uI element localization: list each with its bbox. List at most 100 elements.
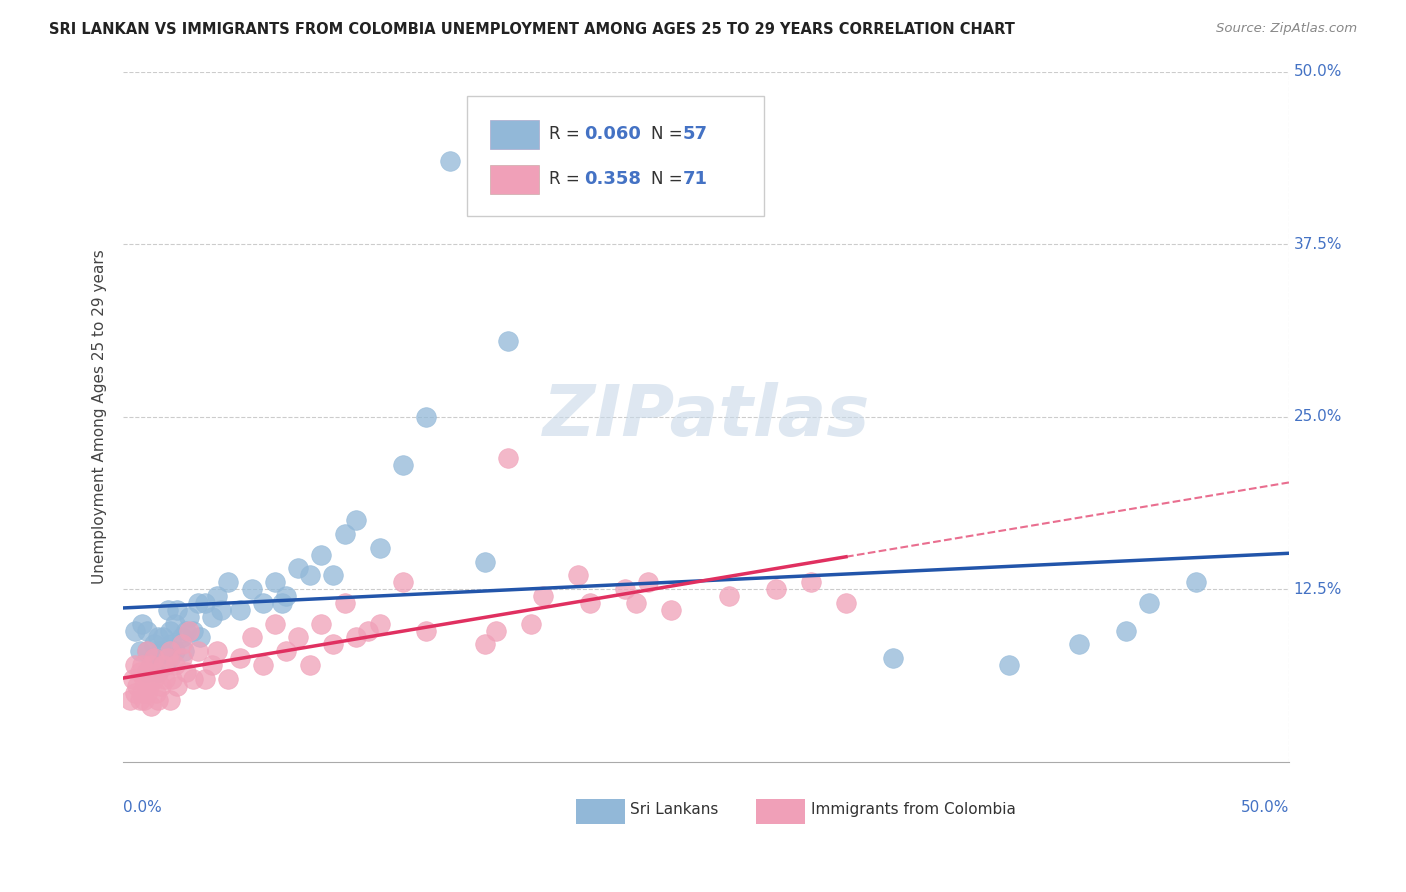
Point bbox=[170, 631, 193, 645]
Point bbox=[131, 616, 153, 631]
Point bbox=[142, 637, 165, 651]
Text: ZIPatlas: ZIPatlas bbox=[543, 382, 870, 451]
Text: 71: 71 bbox=[683, 169, 707, 187]
Point bbox=[217, 575, 239, 590]
Point bbox=[229, 603, 252, 617]
Point bbox=[439, 154, 461, 169]
Text: R =: R = bbox=[548, 169, 585, 187]
Point bbox=[531, 589, 554, 603]
Point bbox=[205, 644, 228, 658]
Point bbox=[659, 603, 682, 617]
FancyBboxPatch shape bbox=[491, 165, 540, 194]
Point bbox=[187, 644, 209, 658]
Point bbox=[128, 665, 150, 679]
Point bbox=[134, 692, 156, 706]
Point bbox=[135, 665, 157, 679]
Point bbox=[392, 575, 415, 590]
Point bbox=[155, 672, 177, 686]
FancyBboxPatch shape bbox=[467, 95, 765, 217]
Point bbox=[142, 672, 165, 686]
Point bbox=[135, 665, 157, 679]
Point bbox=[765, 582, 787, 596]
Point bbox=[124, 658, 146, 673]
Point bbox=[201, 658, 224, 673]
Point bbox=[170, 637, 193, 651]
Point bbox=[155, 658, 177, 673]
Point bbox=[177, 624, 200, 638]
Point bbox=[217, 672, 239, 686]
Point bbox=[333, 596, 356, 610]
Point bbox=[333, 527, 356, 541]
Point bbox=[159, 624, 181, 638]
Point bbox=[156, 651, 179, 665]
Point bbox=[128, 692, 150, 706]
Point bbox=[1069, 637, 1091, 651]
Text: SRI LANKAN VS IMMIGRANTS FROM COLOMBIA UNEMPLOYMENT AMONG AGES 25 TO 29 YEARS CO: SRI LANKAN VS IMMIGRANTS FROM COLOMBIA U… bbox=[49, 22, 1015, 37]
Point bbox=[311, 616, 333, 631]
Text: 0.0%: 0.0% bbox=[124, 800, 162, 815]
Text: 25.0%: 25.0% bbox=[1294, 409, 1341, 424]
Text: 57: 57 bbox=[683, 125, 707, 143]
Point bbox=[127, 679, 149, 693]
Point bbox=[121, 672, 143, 686]
Point bbox=[145, 651, 167, 665]
Text: 0.358: 0.358 bbox=[583, 169, 641, 187]
Point bbox=[346, 513, 368, 527]
Text: 37.5%: 37.5% bbox=[1294, 236, 1343, 252]
Point bbox=[474, 637, 496, 651]
Point bbox=[252, 658, 274, 673]
Point bbox=[252, 596, 274, 610]
Point bbox=[145, 686, 167, 700]
Point bbox=[368, 541, 391, 555]
Point bbox=[322, 568, 344, 582]
Point bbox=[240, 631, 263, 645]
Point bbox=[159, 644, 181, 658]
Point bbox=[637, 575, 659, 590]
Point bbox=[163, 658, 186, 673]
Point bbox=[1115, 624, 1137, 638]
Point bbox=[138, 679, 160, 693]
Point bbox=[131, 658, 153, 673]
Point bbox=[166, 679, 188, 693]
Point bbox=[124, 686, 146, 700]
Point bbox=[357, 624, 380, 638]
Text: 50.0%: 50.0% bbox=[1294, 64, 1341, 79]
Text: R =: R = bbox=[548, 125, 585, 143]
Point bbox=[1184, 575, 1206, 590]
Text: 0.060: 0.060 bbox=[583, 125, 641, 143]
Point bbox=[1137, 596, 1160, 610]
FancyBboxPatch shape bbox=[756, 799, 806, 824]
FancyBboxPatch shape bbox=[491, 120, 540, 149]
Point bbox=[163, 616, 186, 631]
Point bbox=[194, 596, 217, 610]
Point bbox=[162, 672, 184, 686]
Point bbox=[287, 631, 309, 645]
Point bbox=[148, 692, 170, 706]
Point bbox=[141, 658, 163, 673]
Point bbox=[624, 596, 647, 610]
Point bbox=[174, 624, 197, 638]
Point bbox=[800, 575, 823, 590]
Point bbox=[276, 589, 298, 603]
Point bbox=[152, 631, 174, 645]
Point bbox=[567, 568, 589, 582]
Point bbox=[149, 644, 172, 658]
Point bbox=[149, 679, 172, 693]
Text: Source: ZipAtlas.com: Source: ZipAtlas.com bbox=[1216, 22, 1357, 36]
Point bbox=[142, 651, 165, 665]
Point bbox=[368, 616, 391, 631]
Point bbox=[120, 692, 142, 706]
Point bbox=[201, 609, 224, 624]
Point bbox=[170, 651, 193, 665]
Point bbox=[148, 665, 170, 679]
Point bbox=[496, 450, 519, 465]
Point bbox=[209, 603, 232, 617]
Point bbox=[148, 665, 170, 679]
Point bbox=[270, 596, 292, 610]
Point bbox=[998, 658, 1021, 673]
Text: Immigrants from Colombia: Immigrants from Colombia bbox=[811, 803, 1017, 817]
Point bbox=[322, 637, 344, 651]
Point bbox=[578, 596, 600, 610]
Point bbox=[194, 672, 217, 686]
Point bbox=[141, 658, 163, 673]
